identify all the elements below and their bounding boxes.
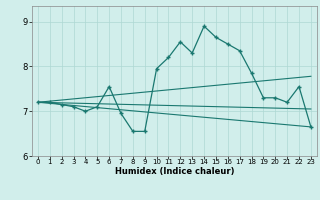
X-axis label: Humidex (Indice chaleur): Humidex (Indice chaleur) (115, 167, 234, 176)
